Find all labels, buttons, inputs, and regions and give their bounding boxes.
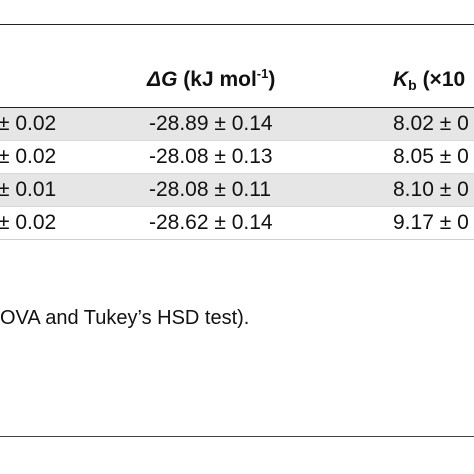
delta-g-close: ) bbox=[268, 68, 276, 91]
cell-delta-g: -28.89 ± 0.14 bbox=[149, 112, 273, 135]
cell-delta-g: -28.08 ± 0.11 bbox=[149, 178, 272, 201]
cell-col-a: ± 0.02 bbox=[0, 112, 57, 135]
cell-col-a: ± 0.01 bbox=[0, 178, 57, 201]
row-divider bbox=[0, 173, 474, 174]
delta-g-exponent: -1 bbox=[256, 66, 269, 81]
table-row: ± 0.01 -28.08 ± 0.11 8.10 ± 0 bbox=[0, 174, 474, 206]
table-top-rule bbox=[0, 24, 474, 25]
cell-col-a: ± 0.02 bbox=[0, 145, 57, 168]
table-row: ± 0.02 -28.08 ± 0.13 8.05 ± 0 bbox=[0, 141, 474, 173]
delta-g-symbol: ΔG bbox=[147, 68, 178, 91]
table-row: ± 0.02 -28.62 ± 0.14 9.17 ± 0 bbox=[0, 207, 474, 239]
cell-kb: 8.10 ± 0 bbox=[393, 178, 469, 201]
cell-kb: 9.17 ± 0 bbox=[393, 211, 469, 234]
header-delta-g: ΔG (kJ mol-1) bbox=[147, 60, 275, 100]
row-divider bbox=[0, 140, 474, 141]
table-footnote: OVA and Tukey’s HSD test). bbox=[0, 307, 250, 329]
header-kb: Kb (×10 bbox=[393, 60, 465, 100]
page-bottom-rule bbox=[0, 436, 474, 437]
cell-kb: 8.02 ± 0 bbox=[393, 112, 469, 135]
kb-subscript: b bbox=[408, 77, 417, 93]
cell-delta-g: -28.62 ± 0.14 bbox=[149, 211, 273, 234]
table-bottom-divider bbox=[0, 239, 474, 240]
row-divider bbox=[0, 206, 474, 207]
cell-delta-g: -28.08 ± 0.13 bbox=[149, 145, 273, 168]
cell-col-a: ± 0.02 bbox=[0, 211, 57, 234]
delta-g-unit: (kJ mol bbox=[177, 68, 257, 91]
cell-kb: 8.05 ± 0 bbox=[393, 145, 469, 168]
table-row: ± 0.02 -28.89 ± 0.14 8.02 ± 0 bbox=[0, 108, 474, 140]
kb-rest: (×10 bbox=[416, 68, 466, 91]
kb-symbol: K bbox=[393, 68, 409, 91]
table-header-row: ΔG (kJ mol-1) Kb (×10 bbox=[0, 60, 474, 100]
header-rule bbox=[0, 107, 474, 108]
